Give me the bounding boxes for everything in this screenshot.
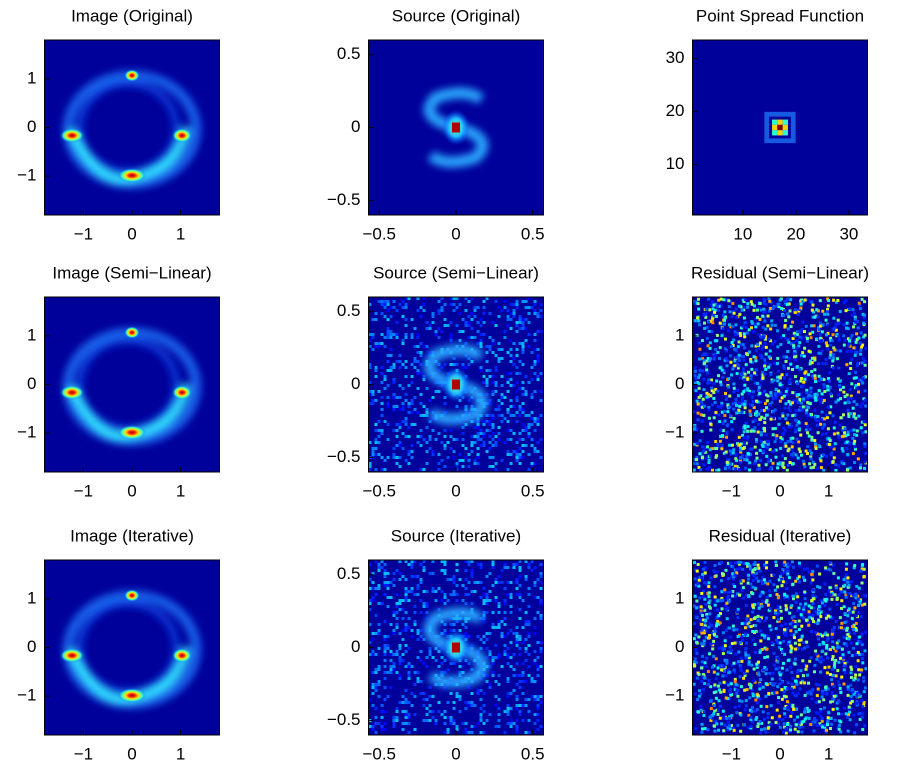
- y-tick-label: −0.5: [327, 710, 361, 729]
- heatmap-image: [45, 40, 220, 215]
- x-tick-label: 0.5: [521, 744, 545, 763]
- heatmap-image: [369, 40, 544, 215]
- panel-title: Residual (Iterative): [709, 526, 852, 545]
- panel: Residual (Iterative) −1 0 1 −1 0 1: [665, 526, 867, 763]
- panel: Source (Iterative) −0.5 0 0.5 −0.5 0 0.5: [327, 526, 545, 763]
- y-tick-label: 0: [351, 117, 360, 136]
- x-tick-label: 0.5: [521, 224, 545, 243]
- x-tick-label: −1: [722, 481, 741, 500]
- x-tick-label: 1: [176, 744, 185, 763]
- y-tick-label: −1: [665, 686, 684, 705]
- panel-title: Image (Iterative): [70, 526, 194, 545]
- y-tick-label: 0: [351, 374, 360, 393]
- y-tick-label: −1: [17, 423, 36, 442]
- panel-title: Source (Original): [392, 6, 521, 25]
- y-tick-label: −1: [17, 166, 36, 185]
- heatmap-image: [369, 560, 544, 735]
- x-tick-label: 1: [176, 224, 185, 243]
- x-tick-label: 0: [127, 224, 136, 243]
- panel: Image (Iterative) −1 0 1 −1 0 1: [17, 526, 219, 763]
- x-tick-label: 0: [451, 224, 460, 243]
- y-tick-label: 1: [675, 588, 684, 607]
- heatmap-image: [45, 297, 220, 472]
- x-tick-label: 1: [824, 481, 833, 500]
- x-tick-label: −0.5: [362, 224, 396, 243]
- panel-title: Source (Iterative): [391, 526, 521, 545]
- panel: Image (Semi−Linear) −1 0 1 −1 0 1: [17, 263, 219, 500]
- x-tick-label: −1: [722, 744, 741, 763]
- y-tick-label: 0: [27, 117, 36, 136]
- y-tick-label: 0: [351, 637, 360, 656]
- x-tick-label: 0: [775, 744, 784, 763]
- y-tick-label: 20: [666, 101, 685, 120]
- panel-title: Image (Original): [71, 6, 193, 25]
- y-tick-label: 0.5: [337, 301, 361, 320]
- panel: Source (Original) −0.5 0 0.5 −0.5 0 0.5: [327, 6, 545, 243]
- x-tick-label: −1: [74, 744, 93, 763]
- panel: Image (Original) −1 0 1 −1 0 1: [17, 6, 219, 243]
- x-tick-label: 0.5: [521, 481, 545, 500]
- y-tick-label: 1: [27, 325, 36, 344]
- x-tick-label: −1: [74, 224, 93, 243]
- x-tick-label: 0: [127, 744, 136, 763]
- y-tick-label: 0: [675, 374, 684, 393]
- y-tick-label: −0.5: [327, 190, 361, 209]
- y-tick-label: 30: [666, 48, 685, 67]
- x-tick-label: −1: [74, 481, 93, 500]
- x-tick-label: 0: [451, 744, 460, 763]
- y-tick-label: −1: [665, 423, 684, 442]
- y-tick-label: 0.5: [337, 44, 361, 63]
- heatmap-image: [369, 297, 544, 472]
- heatmap-image: [693, 40, 868, 215]
- y-tick-label: 0: [675, 637, 684, 656]
- y-tick-label: 0.5: [337, 564, 361, 583]
- x-tick-label: 1: [176, 481, 185, 500]
- x-tick-label: 0: [775, 481, 784, 500]
- y-tick-label: 1: [27, 588, 36, 607]
- x-tick-label: 10: [733, 224, 752, 243]
- heatmap-image: [45, 560, 220, 735]
- x-tick-label: −0.5: [362, 481, 396, 500]
- y-tick-label: 10: [666, 154, 685, 173]
- y-tick-label: 0: [27, 374, 36, 393]
- heatmap-image: [693, 560, 868, 735]
- y-tick-label: 0: [27, 637, 36, 656]
- x-tick-label: 0: [127, 481, 136, 500]
- x-tick-label: 0: [451, 481, 460, 500]
- panel-title: Source (Semi−Linear): [373, 263, 539, 282]
- panel: Residual (Semi−Linear) −1 0 1 −1 0 1: [665, 263, 869, 500]
- panel: Point Spread Function 10 20 30 10 20 30: [666, 6, 868, 243]
- x-tick-label: 20: [786, 224, 805, 243]
- panel: Source (Semi−Linear) −0.5 0 0.5 −0.5 0 0.5: [327, 263, 545, 500]
- heatmap-image: [693, 297, 868, 472]
- y-tick-label: −1: [17, 686, 36, 705]
- panel-title: Residual (Semi−Linear): [691, 263, 869, 282]
- y-tick-label: 1: [675, 325, 684, 344]
- y-tick-label: 1: [27, 68, 36, 87]
- x-tick-label: 30: [839, 224, 858, 243]
- panel-title: Point Spread Function: [696, 6, 864, 25]
- panel-title: Image (Semi−Linear): [52, 263, 211, 282]
- x-tick-label: 1: [824, 744, 833, 763]
- x-tick-label: −0.5: [362, 744, 396, 763]
- y-tick-label: −0.5: [327, 447, 361, 466]
